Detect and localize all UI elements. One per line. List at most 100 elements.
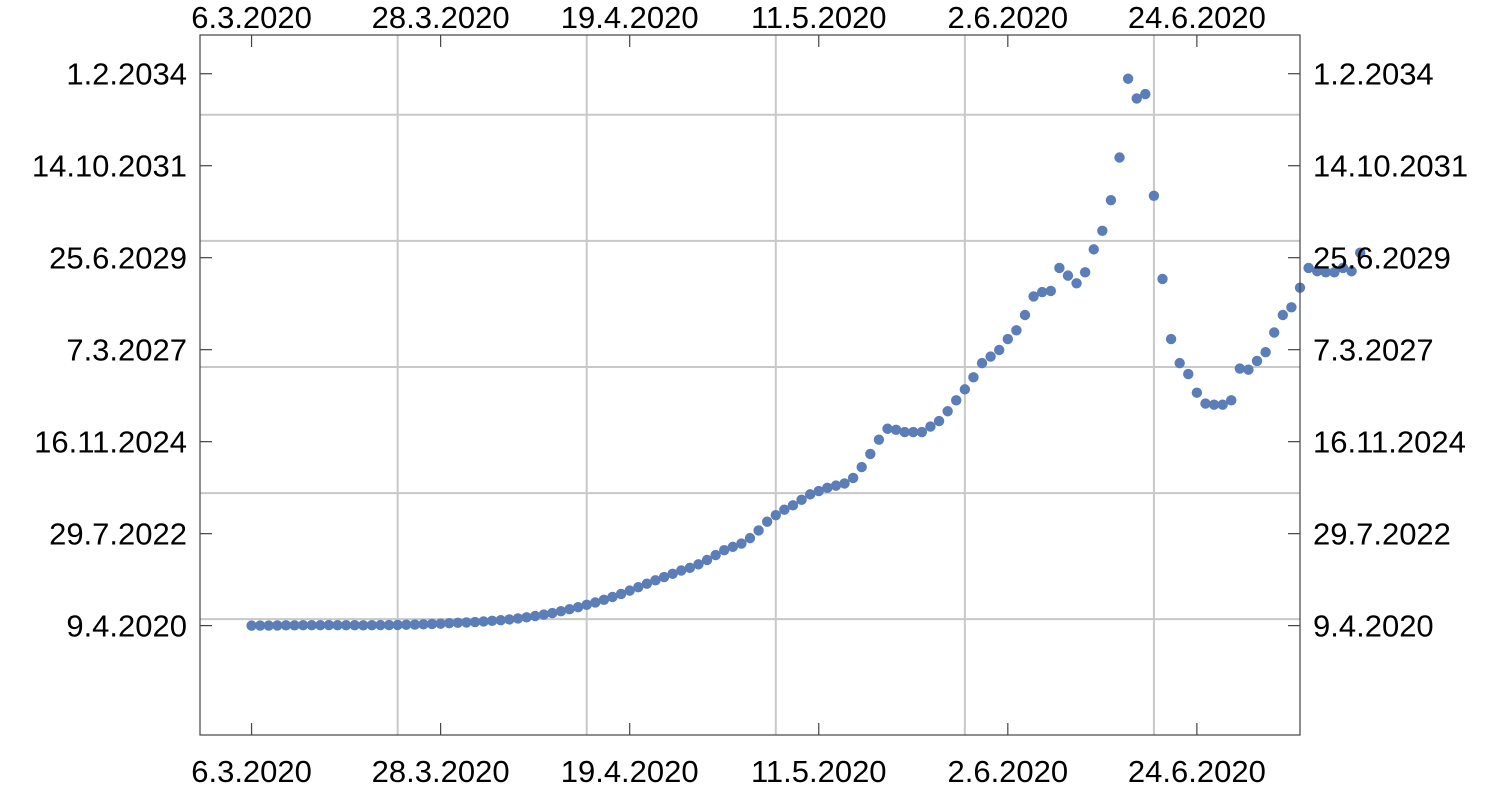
x-tick-label-bottom: 2.6.2020: [947, 754, 1068, 789]
data-point: [1208, 399, 1220, 410]
data-point: [1303, 262, 1314, 274]
data-point: [959, 384, 971, 395]
data-point: [744, 532, 756, 544]
x-tick-label-top: 24.6.2020: [1128, 0, 1266, 35]
data-point: [598, 594, 610, 606]
data-point: [830, 480, 842, 491]
data-point: [564, 604, 575, 615]
axis-tick-labels: 6.3.2020 6.3.2020 28.3.2020 28.3.2020 19.4.2…: [32, 0, 1468, 789]
data-point: [985, 351, 996, 362]
data-point: [1122, 73, 1134, 84]
x-tick-label-top: 11.5.2020: [751, 0, 887, 35]
data-point: [847, 472, 859, 484]
data-point: [865, 448, 876, 460]
data-point: [676, 565, 687, 576]
data-point: [486, 615, 498, 627]
data-point: [590, 597, 601, 608]
data-point: [1269, 327, 1280, 338]
data-point: [1079, 267, 1091, 278]
data-point: [1337, 262, 1349, 274]
data-point: [1131, 93, 1142, 104]
data-point: [323, 619, 335, 631]
data-point: [1243, 364, 1254, 375]
y-tick-label-left: 29.7.2022: [49, 517, 187, 552]
data-point: [736, 538, 747, 549]
data-point: [1011, 325, 1022, 336]
data-point: [1097, 225, 1108, 236]
y-tick-label-right: 29.7.2022: [1313, 517, 1451, 552]
x-tick-label-top: 2.6.2020: [947, 0, 1068, 35]
data-point: [822, 482, 833, 494]
data-point: [856, 461, 867, 473]
data-point: [624, 585, 635, 596]
data-point: [1234, 363, 1246, 374]
data-point: [658, 571, 670, 583]
data-point: [512, 613, 524, 624]
data-point: [1260, 346, 1271, 358]
x-tick-label-bottom: 19.4.2020: [561, 754, 699, 789]
data-point: [1174, 357, 1185, 369]
data-point: [289, 620, 300, 631]
data-point: [1088, 244, 1099, 255]
data-point: [254, 620, 266, 631]
data-point: [581, 599, 592, 611]
data-point: [1054, 262, 1065, 274]
data-point: [607, 591, 618, 603]
data-point: [529, 610, 541, 622]
data-point: [435, 618, 446, 629]
y-tick-label-right: 25.6.2029: [1313, 241, 1451, 276]
data-point: [495, 614, 506, 626]
y-tick-label-left: 9.4.2020: [66, 609, 187, 644]
data-point: [1148, 190, 1160, 201]
data-point: [1165, 333, 1177, 345]
data-point: [908, 426, 919, 438]
data-point: [375, 619, 386, 631]
data-point: [392, 619, 403, 631]
data-point: [297, 619, 309, 631]
data-point: [452, 617, 464, 628]
data-point: [1200, 398, 1211, 409]
y-tick-label-right: 7.3.2027: [1313, 333, 1434, 368]
data-point: [667, 568, 678, 579]
data-point: [1354, 247, 1366, 258]
y-tick-label-right: 1.2.2034: [1313, 57, 1434, 92]
data-point: [615, 588, 627, 600]
data-point: [366, 619, 378, 631]
data-point: [1183, 368, 1194, 380]
data-point: [1105, 194, 1117, 206]
data-point: [899, 426, 910, 438]
y-tick-label-left: 16.11.2024: [34, 425, 187, 460]
x-tick-label-top: 19.4.2020: [561, 0, 699, 35]
data-point: [787, 500, 799, 511]
data-point: [478, 616, 489, 627]
data-point: [547, 607, 558, 619]
y-tick-label-right: 16.11.2024: [1313, 425, 1466, 460]
data-point: [994, 344, 1005, 356]
data-point: [1320, 267, 1331, 278]
y-tick-label-left: 14.10.2031: [32, 149, 187, 184]
data-point: [263, 620, 274, 631]
data-point: [641, 578, 653, 589]
data-point: [684, 562, 696, 574]
data-point: [340, 619, 352, 631]
data-point: [882, 423, 893, 434]
x-tick-label-bottom: 28.3.2020: [372, 754, 510, 789]
data-point: [761, 516, 773, 527]
data-point: [916, 426, 928, 438]
data-point: [796, 494, 807, 506]
data-point: [942, 406, 953, 417]
x-tick-label-bottom: 6.3.2020: [191, 754, 312, 789]
data-point: [925, 421, 936, 432]
data-point: [306, 619, 317, 631]
data-point: [409, 619, 421, 630]
data-point: [349, 619, 360, 631]
data-point: [469, 616, 481, 628]
data-point: [1002, 333, 1014, 345]
data-point: [933, 415, 945, 427]
data-point: [968, 372, 979, 383]
data-point: [693, 559, 704, 570]
data-point: [246, 620, 257, 631]
y-tick-label-left: 25.6.2029: [49, 241, 187, 276]
data-point: [1226, 395, 1237, 406]
